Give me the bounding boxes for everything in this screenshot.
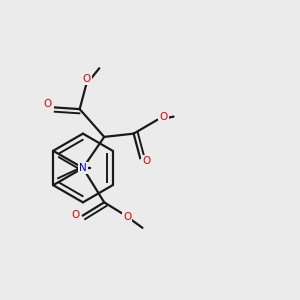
Text: O: O xyxy=(123,212,131,222)
Text: O: O xyxy=(160,112,168,122)
Text: O: O xyxy=(83,74,91,84)
Text: O: O xyxy=(142,157,150,166)
Text: N: N xyxy=(79,163,87,173)
Text: O: O xyxy=(72,210,80,220)
Text: O: O xyxy=(43,99,51,109)
